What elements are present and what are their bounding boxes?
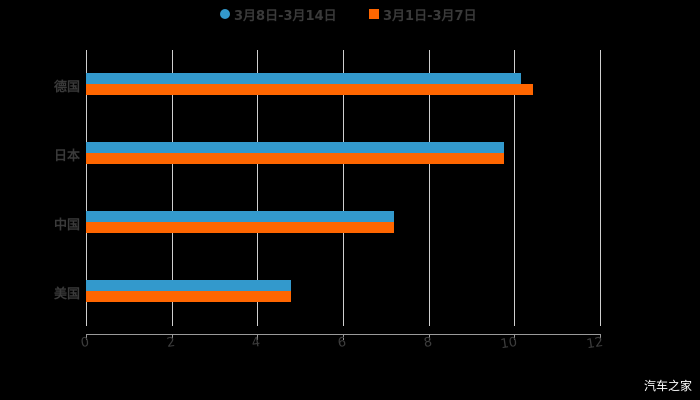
gridline <box>172 50 173 326</box>
axis-tick <box>429 334 430 340</box>
gridline <box>429 50 430 326</box>
gridline <box>257 50 258 326</box>
legend-item-series-2[interactable]: 3月1日-3月7日 <box>369 4 477 24</box>
x-tick-label: 0 <box>79 335 91 352</box>
bar[interactable] <box>86 153 504 164</box>
category-label: 德国 <box>53 80 80 95</box>
x-tick-label: 12 <box>585 335 605 353</box>
bar[interactable] <box>86 84 533 95</box>
axis-tick <box>172 334 173 340</box>
bar[interactable] <box>86 211 394 222</box>
bar[interactable] <box>86 280 291 291</box>
x-tick-label: 10 <box>499 335 519 353</box>
x-tick-label: 4 <box>250 335 262 352</box>
bar[interactable] <box>86 73 521 84</box>
category-label: 日本 <box>53 149 80 164</box>
watermark: 汽车之家 <box>643 379 692 393</box>
category-label: 中国 <box>53 218 80 233</box>
axis-tick <box>257 334 258 340</box>
axis-tick <box>343 334 344 340</box>
x-tick-label: 2 <box>165 335 177 352</box>
x-tick-label: 8 <box>422 335 434 352</box>
bar[interactable] <box>86 142 504 153</box>
legend-label: 3月1日-3月7日 <box>383 8 477 24</box>
category-label: 美国 <box>53 287 80 302</box>
x-tick-label: 6 <box>336 335 348 352</box>
axis-tick <box>86 334 87 340</box>
legend-square-icon <box>369 9 379 19</box>
legend-circle-icon <box>220 9 230 19</box>
chart-legend: 3月8日-3月14日 3月1日-3月7日 <box>0 4 700 24</box>
gridline <box>600 50 601 326</box>
x-axis-line <box>86 334 600 335</box>
legend-label: 3月8日-3月14日 <box>234 8 337 24</box>
bar[interactable] <box>86 222 394 233</box>
gridline <box>343 50 344 326</box>
legend-item-series-1[interactable]: 3月8日-3月14日 <box>220 4 337 24</box>
gridline <box>86 50 87 326</box>
bar[interactable] <box>86 291 291 302</box>
gridline <box>514 50 515 326</box>
axis-tick <box>514 334 515 340</box>
axis-tick <box>600 334 601 340</box>
